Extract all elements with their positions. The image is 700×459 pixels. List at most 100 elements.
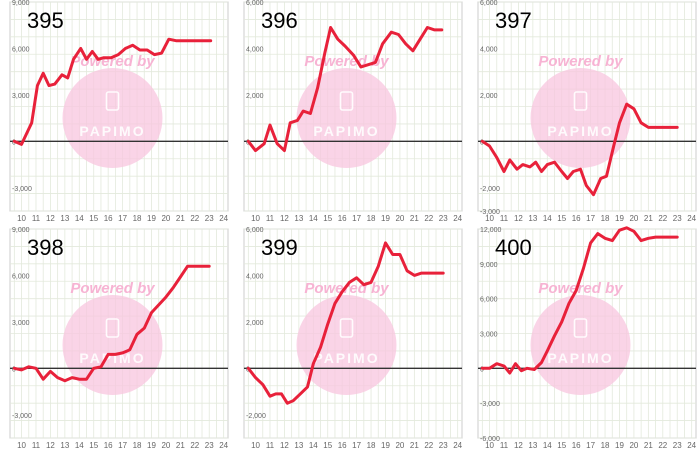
x-tick-label: 16 bbox=[104, 441, 113, 450]
x-tick-label: 21 bbox=[644, 441, 653, 450]
watermark-brand: PAPIMO bbox=[547, 123, 613, 139]
chart-id-label: 398 bbox=[27, 235, 64, 260]
series-line bbox=[480, 102, 679, 197]
chart-panel-399: Powered byPAPIMO-2,00002,0004,0006,00010… bbox=[243, 227, 463, 450]
x-tick-label: 12 bbox=[280, 441, 289, 450]
x-tick-label: 12 bbox=[46, 441, 55, 450]
x-tick-label: 17 bbox=[118, 441, 127, 450]
x-tick-label: 21 bbox=[176, 214, 185, 223]
y-tick-label: 4,000 bbox=[480, 46, 498, 53]
series-line bbox=[12, 264, 211, 383]
y-tick-label: -3,000 bbox=[480, 401, 500, 408]
x-tick-label: 16 bbox=[338, 441, 347, 450]
series-line bbox=[246, 26, 444, 153]
x-tick-label: 20 bbox=[161, 214, 170, 223]
y-tick-label: 4,000 bbox=[246, 46, 264, 53]
phone-icon bbox=[339, 91, 354, 111]
y-tick-label: -3,000 bbox=[12, 186, 32, 193]
x-tick-label: 19 bbox=[381, 214, 390, 223]
x-tick-label: 20 bbox=[395, 214, 404, 223]
x-tick-label: 18 bbox=[601, 441, 610, 450]
x-tick-label: 13 bbox=[294, 441, 303, 450]
y-tick-label: 3,000 bbox=[12, 93, 30, 100]
y-tick-label: 12,000 bbox=[480, 227, 502, 234]
x-tick-label: 18 bbox=[367, 214, 376, 223]
x-tick-label: 11 bbox=[266, 441, 275, 450]
x-tick-label: 21 bbox=[176, 441, 185, 450]
phone-icon bbox=[339, 318, 354, 338]
y-tick-label: 0 bbox=[480, 366, 484, 373]
x-tick-label: 21 bbox=[410, 441, 419, 450]
x-tick-label: 24 bbox=[453, 441, 462, 450]
x-tick-label: 17 bbox=[586, 214, 595, 223]
chart-id-label: 396 bbox=[261, 8, 298, 33]
x-tick-label: 11 bbox=[500, 441, 509, 450]
x-tick-label: 11 bbox=[266, 214, 275, 223]
y-tick-label: 6,000 bbox=[480, 0, 498, 7]
x-tick-label: 15 bbox=[323, 214, 332, 223]
x-tick-label: 14 bbox=[75, 441, 84, 450]
x-tick-label: 22 bbox=[190, 441, 199, 450]
x-tick-label: 14 bbox=[543, 214, 552, 223]
phone-icon bbox=[573, 318, 588, 338]
chart-id-label: 399 bbox=[261, 235, 298, 260]
x-tick-label: 24 bbox=[219, 214, 228, 223]
chart-panel-398: Powered by PAPIMO -3,000 0 3,000 6,000 9,000 10… bbox=[9, 227, 229, 450]
x-tick-label: 24 bbox=[453, 214, 462, 223]
chart-id-label: 397 bbox=[495, 8, 532, 33]
x-tick-label: 10 bbox=[485, 441, 494, 450]
phone-icon bbox=[105, 318, 120, 338]
x-tick-label: 23 bbox=[439, 214, 448, 223]
x-tick-label: 13 bbox=[528, 214, 537, 223]
x-tick-label: 14 bbox=[75, 214, 84, 223]
x-tick-label: 15 bbox=[89, 214, 98, 223]
y-tick-label: 2,000 bbox=[480, 93, 498, 100]
y-tick-label: -2,000 bbox=[246, 413, 266, 420]
x-tick-label: 22 bbox=[190, 214, 199, 223]
x-tick-label: 10 bbox=[17, 441, 26, 450]
watermark-powered-by: Powered by bbox=[304, 280, 389, 297]
papimo-watermark: Powered by PAPIMO bbox=[296, 280, 397, 395]
watermark-powered-by: Powered by bbox=[70, 53, 155, 70]
x-tick-label: 24 bbox=[687, 441, 696, 450]
y-tick-label: -3,000 bbox=[480, 209, 500, 216]
x-tick-label: 10 bbox=[251, 214, 260, 223]
watermark-circle bbox=[530, 68, 631, 168]
y-tick-label: 9,000 bbox=[12, 227, 30, 234]
watermark-powered-by: Powered by bbox=[538, 280, 623, 297]
chart-panel-400: Powered by PAPIMO -6,000 -3,000 0 3,000 6,000 9… bbox=[477, 226, 697, 450]
series-line bbox=[12, 37, 213, 146]
chart-panel-395: Powered by PAPIMO -3,000 0 3,000 6,000 9,000 10… bbox=[9, 0, 229, 223]
y-tick-label: 6,000 bbox=[12, 46, 30, 53]
x-tick-label: 21 bbox=[644, 214, 653, 223]
x-tick-label: 13 bbox=[60, 441, 69, 450]
x-tick-label: 23 bbox=[439, 441, 448, 450]
x-tick-label: 20 bbox=[629, 441, 638, 450]
x-tick-label: 22 bbox=[424, 441, 433, 450]
y-tick-label: 0 bbox=[12, 366, 16, 373]
watermark-circle bbox=[296, 68, 397, 168]
x-tick-label: 17 bbox=[352, 441, 361, 450]
watermark-circle bbox=[296, 295, 397, 395]
y-tick-label: 3,000 bbox=[480, 332, 498, 339]
watermark-brand: PAPIMO bbox=[79, 350, 145, 366]
x-tick-label: 12 bbox=[46, 214, 55, 223]
x-tick-label: 24 bbox=[219, 441, 228, 450]
watermark-circle bbox=[530, 295, 631, 395]
y-tick-label: 2,000 bbox=[246, 320, 264, 327]
x-tick-label: 20 bbox=[629, 214, 638, 223]
y-tick-label: -3,000 bbox=[12, 413, 32, 420]
x-tick-label: 11 bbox=[32, 214, 41, 223]
x-tick-label: 15 bbox=[557, 441, 566, 450]
x-tick-label: 11 bbox=[32, 441, 41, 450]
y-tick-label: 6,000 bbox=[12, 273, 30, 280]
x-tick-label: 11 bbox=[500, 214, 509, 223]
x-tick-label: 17 bbox=[586, 441, 595, 450]
x-tick-label: 19 bbox=[615, 214, 624, 223]
watermark-brand: PAPIMO bbox=[313, 350, 379, 366]
y-tick-label: -6,000 bbox=[480, 436, 500, 443]
